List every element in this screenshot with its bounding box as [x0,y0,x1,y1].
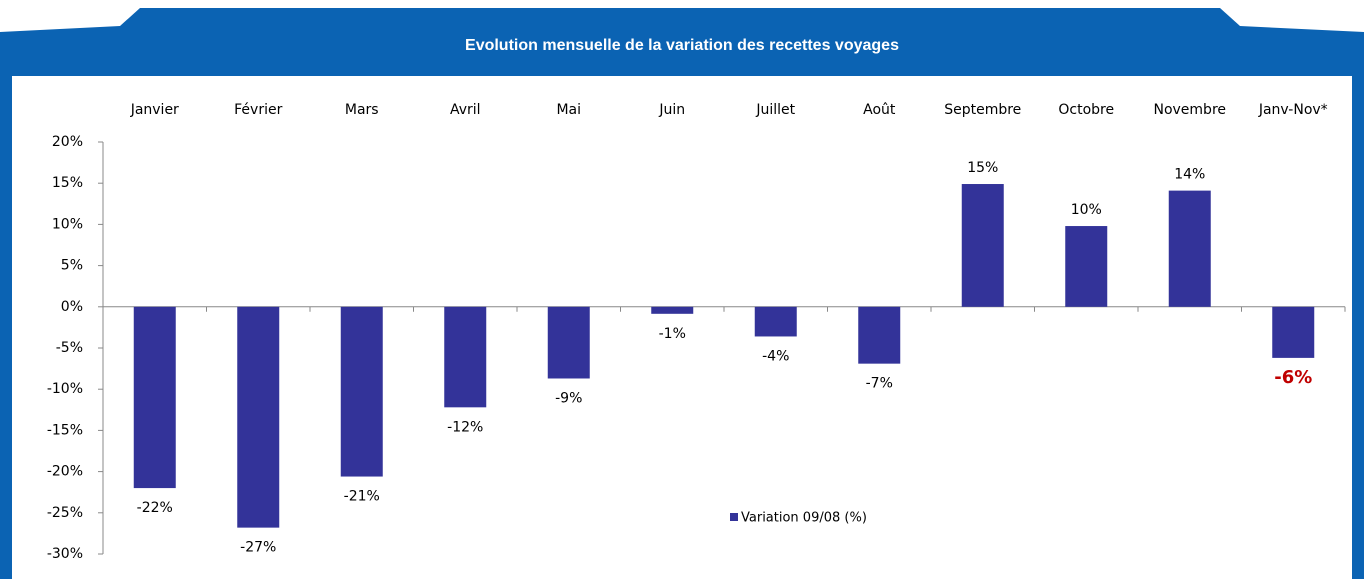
x-tick-label: Novembre [1153,102,1226,118]
y-tick-label: 15% [52,175,83,191]
y-tick-label: 0% [61,299,83,315]
bar [651,306,694,314]
x-tick-label: Mars [345,102,379,118]
x-tick-label: Janvier [130,102,179,118]
bar [1168,190,1211,307]
bar [444,306,487,408]
value-label: 15% [967,160,998,176]
x-tick-label: Avril [450,102,481,118]
y-tick-label: 10% [52,216,83,232]
y-tick-label: -15% [47,422,83,438]
bar [858,306,901,364]
y-tick-label: -10% [47,381,83,397]
x-tick-label: Juin [658,102,685,118]
legend-swatch [730,513,738,521]
y-tick-label: 5% [61,258,83,274]
x-tick-label: Août [863,102,896,118]
value-label: 10% [1071,202,1102,218]
x-tick-label: Juillet [755,102,795,118]
value-label: -21% [344,489,380,505]
y-tick-label: -5% [56,340,83,356]
y-tick-label: -20% [47,464,83,480]
y-tick-label: 20% [52,134,83,150]
bar [754,306,797,337]
value-label: -22% [137,500,173,516]
bar [1272,306,1315,358]
bar [340,306,383,477]
x-tick-label: Septembre [944,102,1021,118]
x-tick-label: Mai [556,102,581,118]
y-tick-label: -30% [47,546,83,562]
chart-title: Evolution mensuelle de la variation des … [465,37,899,54]
value-label: 14% [1174,167,1205,183]
value-label: -1% [659,326,686,342]
value-label: -7% [866,376,893,392]
x-tick-label: Octobre [1058,102,1114,118]
panel [12,76,1352,579]
x-tick-label: Février [234,102,282,118]
y-tick-label: -25% [47,505,83,521]
value-label: -12% [447,419,483,435]
bar [133,306,176,489]
bar [237,306,280,528]
value-label: -9% [555,390,582,406]
bar [547,306,590,379]
value-label: -4% [762,348,789,364]
bar [961,184,1004,307]
value-label: -6% [1274,367,1312,388]
value-label: -27% [240,540,276,556]
x-tick-label: Janv-Nov* [1258,102,1328,118]
bar [1065,226,1108,307]
legend-label: Variation 09/08 (%) [741,511,867,526]
